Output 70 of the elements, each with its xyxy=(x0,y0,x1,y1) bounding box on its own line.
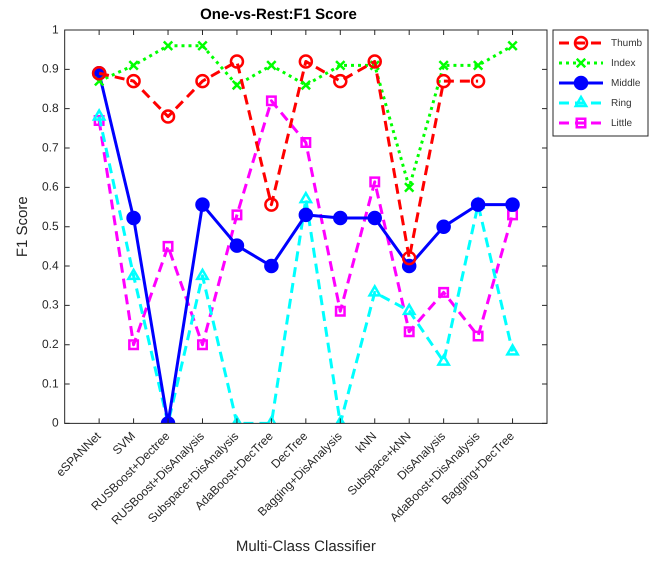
point xyxy=(126,210,141,226)
point xyxy=(333,210,348,226)
y-tick-label: 0.2 xyxy=(42,337,59,352)
point xyxy=(470,197,486,212)
point xyxy=(300,80,312,91)
point xyxy=(472,330,484,342)
legend-label: Ring xyxy=(611,98,632,109)
point xyxy=(266,60,277,71)
point xyxy=(507,209,518,220)
point xyxy=(404,326,415,338)
point xyxy=(367,210,382,226)
point xyxy=(231,209,242,220)
legend-label: Middle xyxy=(611,78,641,89)
point xyxy=(404,182,415,193)
point xyxy=(128,339,140,350)
point xyxy=(162,240,174,252)
point xyxy=(505,197,520,212)
x-axis-title: Multi-Class Classifier xyxy=(236,538,376,556)
point xyxy=(334,60,346,71)
point xyxy=(506,344,519,356)
legend-label: Index xyxy=(611,58,636,69)
point xyxy=(196,339,208,350)
point xyxy=(126,74,141,88)
point xyxy=(437,354,450,366)
point xyxy=(402,304,416,316)
legend-label: Thumb xyxy=(611,38,643,49)
y-tick-label: 0.3 xyxy=(42,298,59,312)
point xyxy=(438,60,450,71)
y-tick-label: 0.7 xyxy=(42,140,59,154)
point xyxy=(196,268,209,280)
point xyxy=(368,285,382,297)
point xyxy=(230,238,244,253)
point xyxy=(264,197,279,212)
y-axis-title: F1 Score xyxy=(14,196,32,258)
legend-label: Little xyxy=(611,118,633,129)
point xyxy=(266,95,277,106)
point xyxy=(196,40,208,52)
point xyxy=(160,109,176,124)
point xyxy=(470,74,486,88)
point xyxy=(127,268,140,280)
point xyxy=(299,192,312,204)
point xyxy=(333,74,348,88)
y-tick-label: 1 xyxy=(52,22,59,36)
point xyxy=(264,258,279,274)
point xyxy=(369,176,380,188)
point xyxy=(92,109,106,121)
point xyxy=(334,306,346,317)
point xyxy=(436,219,451,234)
y-tick-label: 0.1 xyxy=(42,376,59,390)
point xyxy=(402,250,416,266)
y-tick-label: 0.5 xyxy=(42,219,59,234)
point xyxy=(195,197,210,212)
point xyxy=(472,60,484,71)
point xyxy=(195,74,210,88)
chart-title: One-vs-Rest:F1 Score xyxy=(200,6,357,24)
point xyxy=(436,74,451,88)
point xyxy=(438,286,450,298)
point xyxy=(300,137,312,148)
point xyxy=(230,54,244,69)
y-tick-label: 0.4 xyxy=(42,258,59,272)
point xyxy=(507,40,518,52)
y-tick-label: 0 xyxy=(52,416,59,430)
point xyxy=(128,60,140,71)
point xyxy=(298,208,314,222)
y-tick-label: 0.8 xyxy=(42,100,59,115)
point xyxy=(298,54,314,69)
y-tick-label: 0.6 xyxy=(42,180,59,194)
point xyxy=(162,40,174,52)
point xyxy=(367,54,382,69)
y-tick-label: 0.9 xyxy=(42,62,59,76)
